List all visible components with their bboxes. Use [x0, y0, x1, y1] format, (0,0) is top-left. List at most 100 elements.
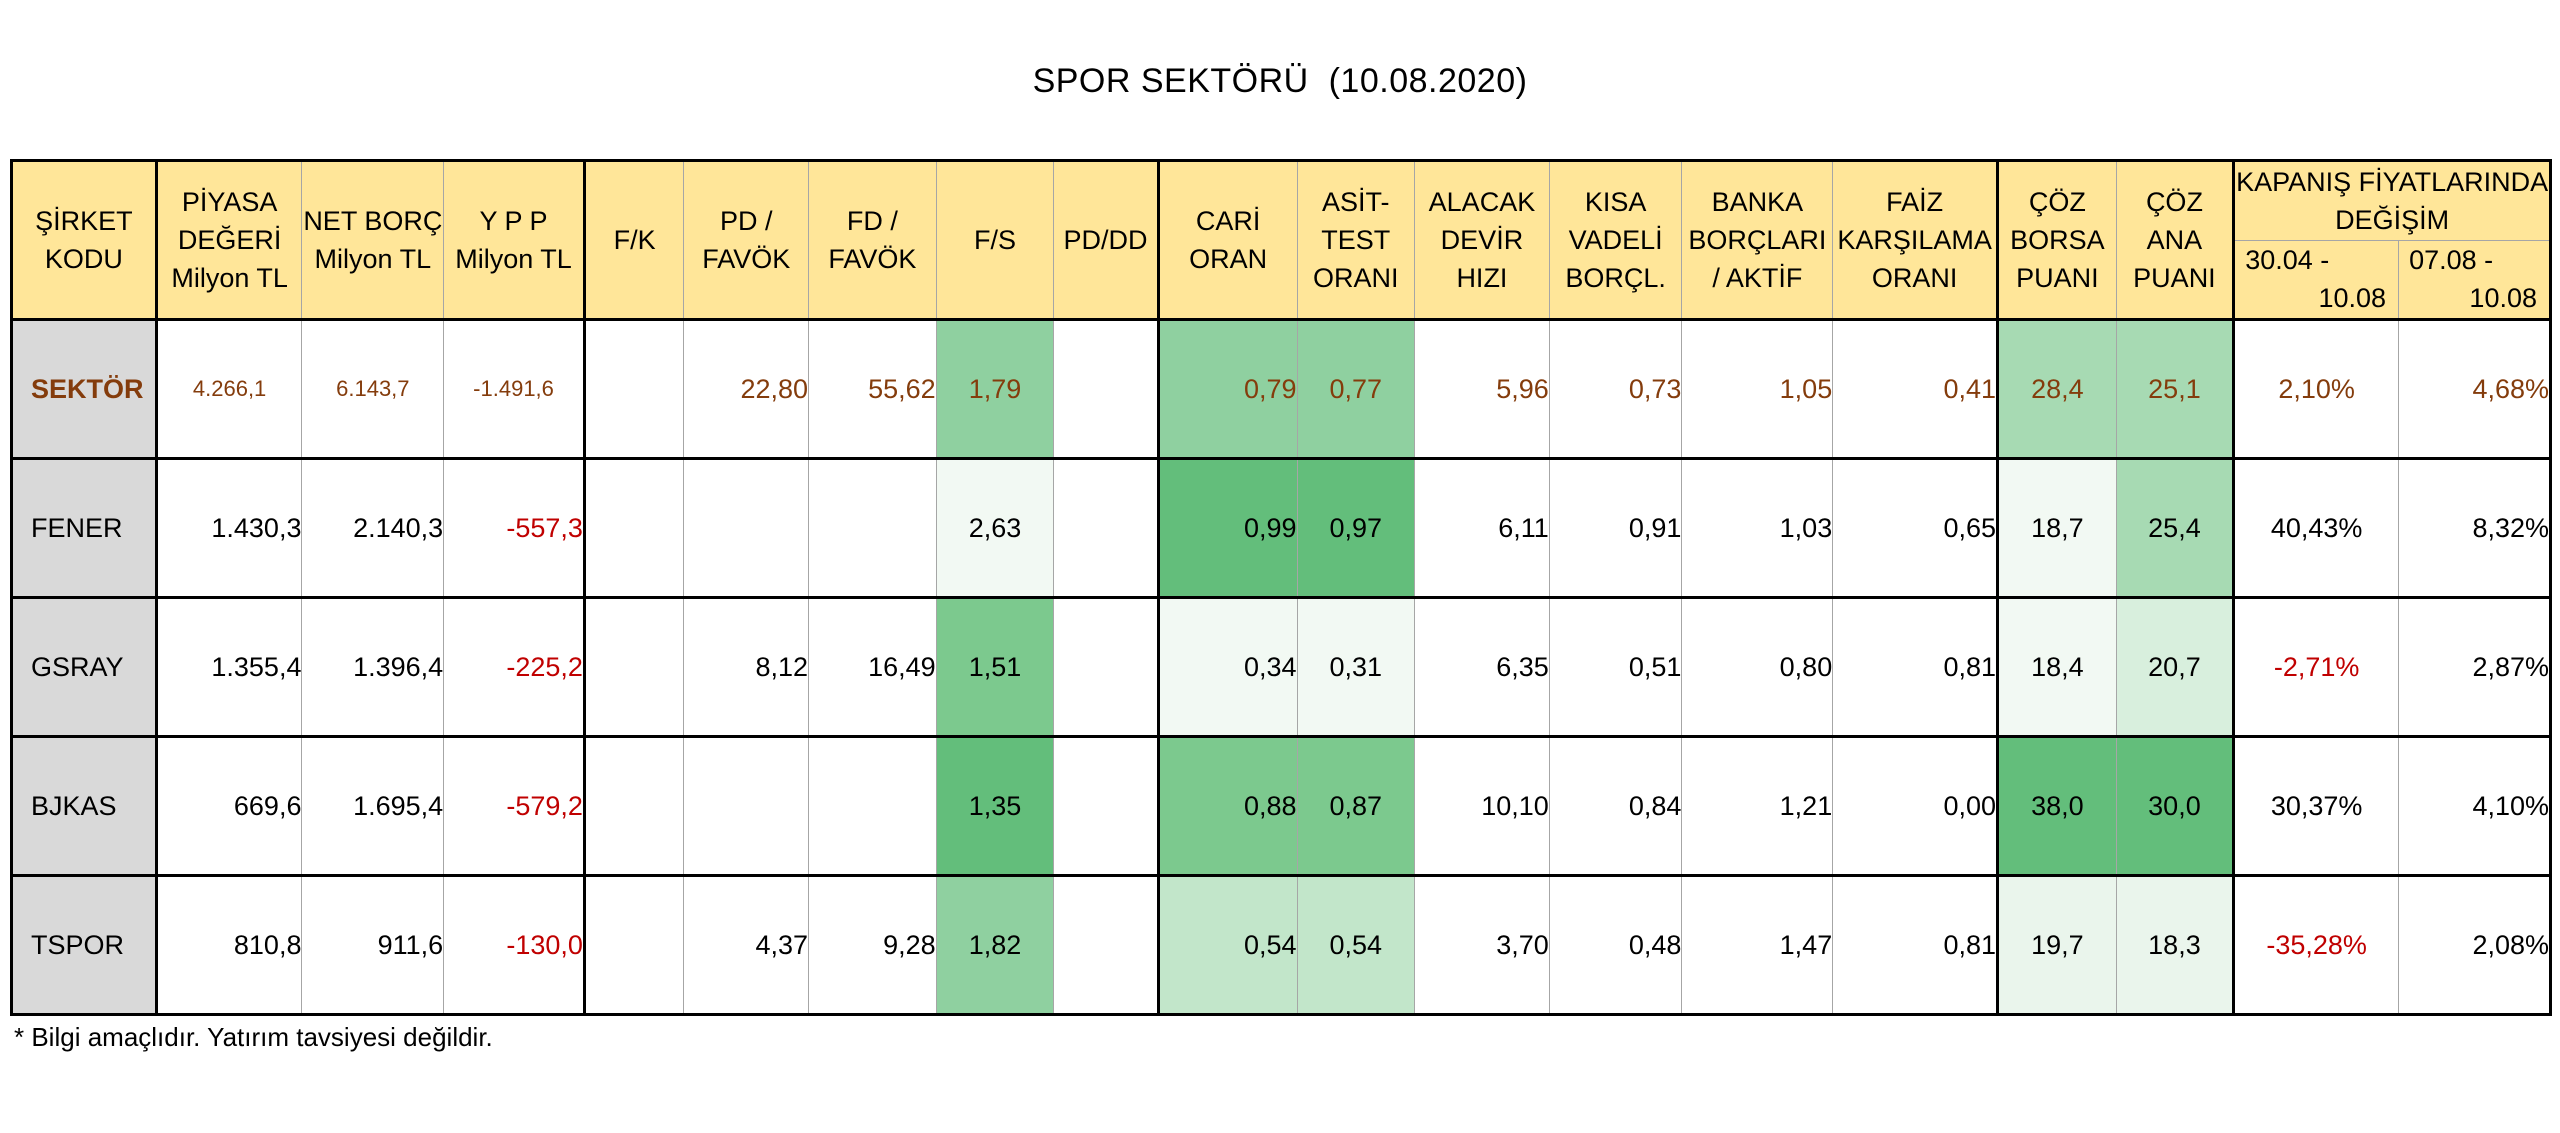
- cell-fs: 2,63: [935, 458, 1055, 598]
- header-kisa-vadeli: KISA VADELİ BORÇL.: [1548, 160, 1683, 320]
- cell-cozborsa: 28,4: [1997, 318, 2117, 459]
- cell-pdfavok: 4,37: [683, 875, 810, 1015]
- cell-code: FENER: [11, 458, 158, 598]
- cell-faiz: 0,41: [1832, 318, 2000, 459]
- disclaimer-note: * Bilgi amaçlıdır. Yatırım tavsiyesi değ…: [14, 1022, 493, 1052]
- cell-pdfavok: 22,80: [683, 318, 810, 459]
- cell-ypp: -557,3: [443, 458, 586, 598]
- cell-banka: 0,80: [1681, 597, 1834, 737]
- header-coz-ana: ÇÖZ ANA PUANI: [2115, 160, 2236, 320]
- cell-cozborsa: 18,7: [1997, 458, 2117, 598]
- cell-ypp: -579,2: [443, 736, 586, 876]
- cell-cozana: 30,0: [2115, 736, 2236, 876]
- cell-cari: 0,54: [1157, 875, 1298, 1015]
- cell-piyasa: 1.355,4: [155, 597, 303, 737]
- cell-asit: 0,77: [1296, 318, 1416, 459]
- cell-asit: 0,54: [1296, 875, 1416, 1015]
- cell-fdfavok: [808, 736, 937, 876]
- cell-faiz: 0,65: [1832, 458, 2000, 598]
- cell-ypp: -130,0: [443, 875, 586, 1015]
- header-kapanis-degisim: KAPANIŞ FİYATLARINDA DEĞİŞİM: [2233, 160, 2551, 241]
- cell-cari: 0,88: [1157, 736, 1298, 876]
- cell-ypp: -225,2: [443, 597, 586, 737]
- header-ypp: Y P P Milyon TL: [443, 160, 586, 320]
- cell-pdfavok: [683, 736, 810, 876]
- cell-piyasa: 669,6: [155, 736, 303, 876]
- cell-p2: 8,32%: [2398, 458, 2551, 598]
- cell-cari: 0,99: [1157, 458, 1298, 598]
- cell-cozana: 25,4: [2115, 458, 2236, 598]
- cell-cari: 0,79: [1157, 318, 1298, 459]
- cell-fdfavok: 16,49: [808, 597, 937, 737]
- cell-cari: 0,34: [1157, 597, 1298, 737]
- cell-fk: [583, 875, 685, 1015]
- cell-cozana: 20,7: [2115, 597, 2236, 737]
- table-row-gsray: GSRAY 1.355,4 1.396,4 -225,2 8,12 16,49 …: [11, 597, 2551, 737]
- cell-netborc: 1.695,4: [301, 736, 445, 876]
- sector-table: ŞİRKET KODU PİYASA DEĞERİ Milyon TL NET BOR…: [10, 159, 2552, 1016]
- cell-pddd: [1053, 875, 1160, 1015]
- cell-alacak: 6,11: [1414, 458, 1550, 598]
- cell-p1: -2,71%: [2233, 597, 2400, 737]
- header-net-borc: NET BORÇ Milyon TL: [301, 160, 445, 320]
- cell-netborc: 1.396,4: [301, 597, 445, 737]
- cell-faiz: 0,81: [1832, 597, 2000, 737]
- cell-fdfavok: [808, 458, 937, 598]
- cell-code: SEKTÖR: [11, 318, 158, 459]
- cell-p1: 30,37%: [2233, 736, 2400, 876]
- cell-cozborsa: 38,0: [1997, 736, 2117, 876]
- cell-alacak: 5,96: [1414, 318, 1550, 459]
- page-title: SPOR SEKTÖRÜ (10.08.2020): [1032, 62, 1528, 100]
- cell-fk: [583, 597, 685, 737]
- cell-asit: 0,87: [1296, 736, 1416, 876]
- cell-kisa: 0,73: [1548, 318, 1683, 459]
- cell-asit: 0,31: [1296, 597, 1416, 737]
- cell-kisa: 0,84: [1548, 736, 1683, 876]
- cell-code: BJKAS: [11, 736, 158, 876]
- cell-pddd: [1053, 458, 1160, 598]
- cell-p1: 2,10%: [2233, 318, 2400, 459]
- cell-netborc: 911,6: [301, 875, 445, 1015]
- cell-p1: -35,28%: [2233, 875, 2400, 1015]
- header-pd-dd: PD/DD: [1053, 160, 1160, 320]
- cell-pdfavok: 8,12: [683, 597, 810, 737]
- header-sirket-kodu: ŞİRKET KODU: [11, 160, 158, 320]
- cell-fs: 1,35: [935, 736, 1055, 876]
- header-faiz-karsilama: FAİZ KARŞILAMA ORANI: [1832, 160, 2000, 320]
- header-coz-borsa: ÇÖZ BORSA PUANI: [1997, 160, 2117, 320]
- cell-banka: 1,05: [1681, 318, 1834, 459]
- cell-p2: 2,08%: [2398, 875, 2551, 1015]
- cell-pddd: [1053, 736, 1160, 876]
- cell-pddd: [1053, 597, 1160, 737]
- header-banka-borclari: BANKA BORÇLARI / AKTİF: [1681, 160, 1834, 320]
- cell-banka: 1,47: [1681, 875, 1834, 1015]
- cell-fk: [583, 458, 685, 598]
- header-fk: F/K: [583, 160, 685, 320]
- cell-piyasa: 4.266,1: [155, 318, 303, 459]
- cell-kisa: 0,51: [1548, 597, 1683, 737]
- cell-netborc: 2.140,3: [301, 458, 445, 598]
- cell-p1: 40,43%: [2233, 458, 2400, 598]
- cell-kisa: 0,48: [1548, 875, 1683, 1015]
- cell-ypp: -1.491,6: [443, 318, 586, 459]
- cell-cozana: 18,3: [2115, 875, 2236, 1015]
- header-period-2: 07.08 -10.08: [2398, 239, 2551, 320]
- cell-faiz: 0,81: [1832, 875, 2000, 1015]
- cell-pddd: [1053, 318, 1160, 459]
- cell-fk: [583, 318, 685, 459]
- cell-fs: 1,51: [935, 597, 1055, 737]
- cell-code: TSPOR: [11, 875, 158, 1015]
- table-row-tspor: TSPOR 810,8 911,6 -130,0 4,37 9,28 1,82 …: [11, 875, 2551, 1015]
- cell-piyasa: 810,8: [155, 875, 303, 1015]
- cell-fs: 1,79: [935, 318, 1055, 459]
- cell-alacak: 3,70: [1414, 875, 1550, 1015]
- table-row-sektor: SEKTÖR 4.266,1 6.143,7 -1.491,6 22,80 55…: [11, 318, 2551, 459]
- cell-kisa: 0,91: [1548, 458, 1683, 598]
- cell-p2: 4,10%: [2398, 736, 2551, 876]
- cell-fs: 1,82: [935, 875, 1055, 1015]
- header-period-1: 30.04 -10.08: [2233, 239, 2400, 320]
- cell-faiz: 0,00: [1832, 736, 2000, 876]
- cell-banka: 1,03: [1681, 458, 1834, 598]
- header-piyasa-degeri: PİYASA DEĞERİ Milyon TL: [155, 160, 303, 320]
- cell-cozana: 25,1: [2115, 318, 2236, 459]
